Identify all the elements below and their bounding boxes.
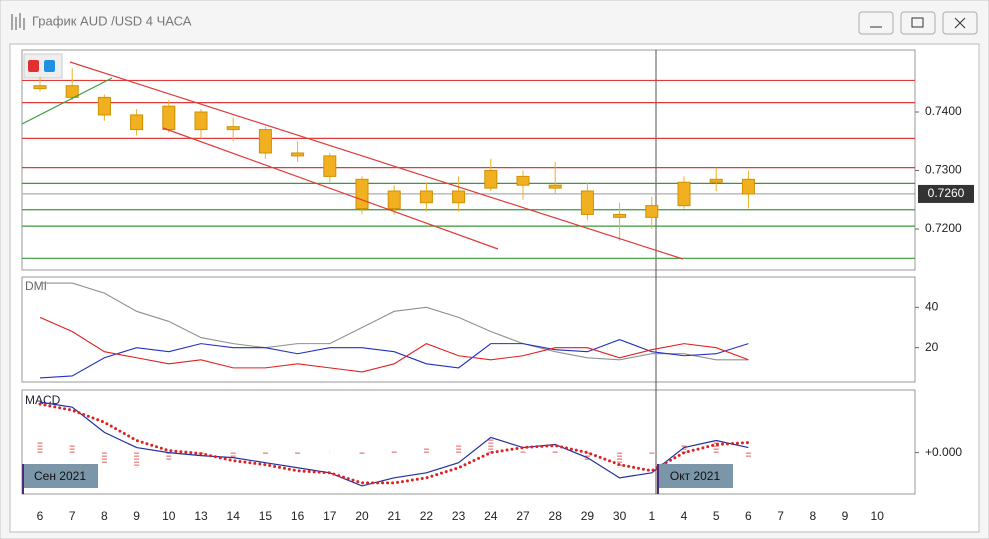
trend-line (162, 127, 499, 250)
y-tick-label: 0.7400 (925, 104, 962, 118)
x-tick-label: 7 (69, 509, 76, 523)
macd-panel (21, 389, 916, 495)
candle-body (709, 178, 723, 183)
period-label: Окт 2021 (670, 469, 721, 483)
x-tick-label: 9 (133, 509, 140, 523)
candle-body (387, 190, 401, 210)
candle-body (162, 105, 176, 131)
candle-body (33, 85, 47, 90)
y-tick-label: +0.000 (925, 445, 962, 459)
x-tick-label: 6 (745, 509, 752, 523)
x-tick-label: 20 (355, 509, 369, 523)
candle-body (194, 111, 208, 131)
x-tick-label: 28 (549, 509, 563, 523)
x-tick-label: 5 (713, 509, 720, 523)
x-tick-label: 22 (420, 509, 434, 523)
period-label: Сен 2021 (34, 469, 86, 483)
candle-body (452, 190, 466, 204)
dmi-line (40, 282, 749, 361)
y-tick-label: 0.7300 (925, 163, 962, 177)
minimize-button[interactable] (858, 11, 894, 35)
plot: 6 7 8 9 10 13 14 15 16 17 20 21 22 23 24 27 28 29 30 1 4 5 6 7 8… (22, 68, 974, 523)
y-tick-label: 20 (925, 340, 939, 354)
x-tick-label: 10 (162, 509, 176, 523)
title-icon (11, 13, 25, 30)
candle-body (258, 129, 272, 154)
x-tick-label: 15 (259, 509, 273, 523)
x-tick-label: 30 (613, 509, 627, 523)
macd-line (39, 401, 749, 487)
price-panel (21, 49, 916, 271)
candle-body (130, 114, 144, 131)
last-price-box (918, 184, 974, 203)
dmi-panel (21, 276, 916, 383)
candle-body (548, 184, 562, 189)
candle-body (645, 205, 659, 218)
x-tick-label: 8 (809, 509, 816, 523)
candle-body (291, 152, 305, 157)
restore-button[interactable] (900, 11, 936, 35)
candle-body (677, 181, 691, 207)
period-label-box (657, 464, 733, 488)
x-tick-label: 8 (101, 509, 108, 523)
x-tick-label: 14 (227, 509, 241, 523)
x-tick-label: 7 (777, 509, 784, 523)
chart-area (9, 43, 980, 533)
trend-line (69, 61, 684, 260)
candle-body (484, 170, 498, 189)
x-tick-label: 29 (581, 509, 595, 523)
color-button-blue[interactable] (44, 60, 55, 72)
window-title: График AUD /USD 4 ЧАСА (32, 13, 192, 28)
restore-icon (911, 17, 924, 28)
x-tick-label: 10 (871, 509, 885, 523)
candle-body (355, 178, 369, 210)
x-tick-label: 6 (37, 509, 44, 523)
panel-title: DMI (25, 279, 47, 293)
dmi-line (39, 316, 749, 373)
dmi-line (39, 339, 749, 379)
y-tick-label: 0.7200 (925, 221, 962, 235)
candle-body (65, 85, 79, 98)
candle-body (516, 175, 530, 186)
candle-body (741, 178, 755, 195)
x-tick-label: 21 (388, 509, 402, 523)
x-tick-label: 1 (648, 509, 655, 523)
y-tick-label: 40 (925, 299, 939, 313)
trend-line (21, 77, 113, 125)
x-tick-label: 9 (842, 509, 849, 523)
close-icon (954, 17, 966, 29)
trend-lines (21, 61, 684, 260)
color-button-red[interactable] (28, 60, 39, 72)
candle-body (613, 213, 627, 218)
x-tick-label: 17 (323, 509, 337, 523)
candle-body (226, 126, 240, 131)
x-tick-label: 13 (194, 509, 208, 523)
x-tick-label: 27 (516, 509, 530, 523)
x-tick-label: 23 (452, 509, 466, 523)
candle-body (97, 96, 111, 116)
candle-body (323, 155, 337, 177)
period-label-box (22, 464, 98, 488)
x-tick-label: 24 (484, 509, 498, 523)
last-price-label: 0.7260 (928, 186, 965, 200)
x-tick-label: 4 (681, 509, 688, 523)
x-tick-label: 16 (291, 509, 305, 523)
candle-body (580, 190, 594, 215)
candle-body (419, 190, 433, 204)
